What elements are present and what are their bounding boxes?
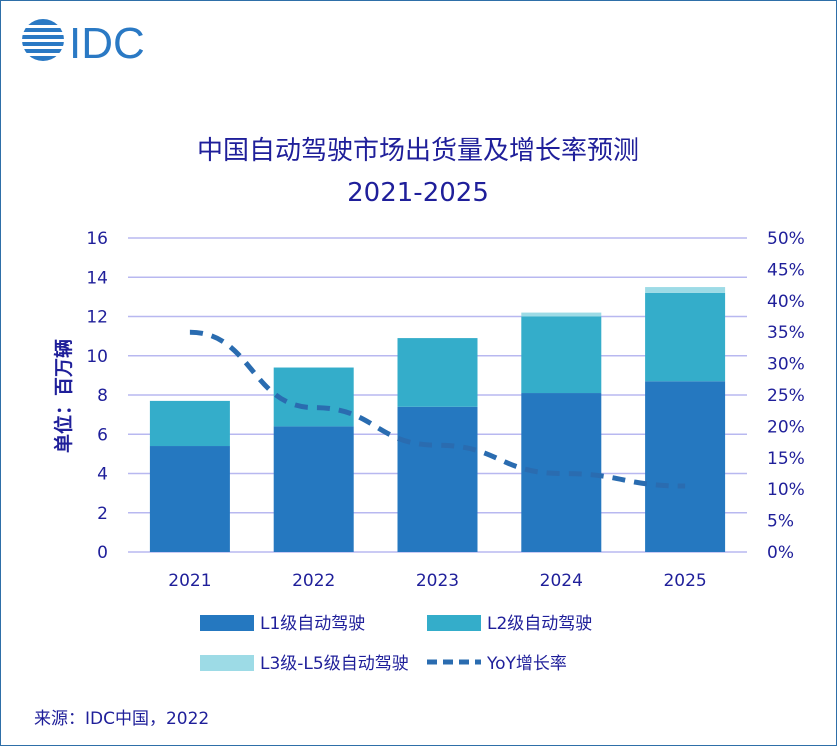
bar-segment [149, 446, 230, 552]
y-tick-label: 4 [97, 465, 108, 485]
y2-tick-label: 40% [767, 292, 805, 312]
x-tick-label: 2023 [416, 571, 459, 591]
y-tick-label: 10 [86, 347, 108, 367]
y2-tick-label: 20% [767, 417, 805, 437]
y2-tick-label: 10% [767, 480, 805, 500]
bars [149, 287, 726, 552]
y2-tick-label: 0% [767, 543, 794, 563]
chart-title: 中国自动驾驶市场出货量及增长率预测 [197, 136, 639, 166]
legend-swatch-l1 [200, 615, 254, 631]
y-tick-label: 0 [97, 543, 108, 563]
y-tick-label: 2 [97, 504, 108, 524]
bar-segment [397, 338, 478, 407]
y2-tick-label: 30% [767, 355, 805, 375]
chart-subtitle: 2021-2025 [347, 178, 489, 208]
y2-tick-label: 25% [767, 386, 805, 406]
legend-item-l3: L3级-L5级自动驾驶 [200, 654, 409, 674]
x-tick-label: 2022 [292, 571, 335, 591]
x-tick-label: 2021 [168, 571, 211, 591]
bar-segment [273, 367, 354, 427]
bar-segment [645, 381, 726, 552]
y-axis-left: 0 2 4 6 8 10 12 14 16 [86, 229, 108, 563]
legend-item-yoy: YoY增长率 [427, 654, 567, 674]
legend-label-l2: L2级自动驾驶 [487, 614, 592, 634]
globe-icon [21, 19, 65, 61]
legend-label-yoy: YoY增长率 [486, 654, 567, 674]
y-tick-label: 14 [86, 268, 108, 288]
bar-segment [273, 426, 354, 552]
bar-segment [645, 292, 726, 382]
legend-label-l1: L1级自动驾驶 [260, 614, 365, 634]
legend-item-l1: L1级自动驾驶 [200, 614, 365, 634]
bar-segment [645, 287, 726, 293]
bar-segment [521, 316, 602, 394]
logo-text: IDC [69, 19, 145, 65]
x-tick-label: 2024 [540, 571, 583, 591]
y-tick-label: 6 [97, 425, 108, 445]
y-axis-right: 0% 5% 10% 15% 20% 25% 30% 35% 40% 45% 50% [767, 229, 805, 563]
y2-tick-label: 45% [767, 260, 805, 280]
legend-swatch-l2 [427, 615, 481, 631]
idc-logo: IDC [21, 19, 145, 65]
bar-segment [397, 406, 478, 552]
source-note: 来源：IDC中国，2022 [34, 709, 209, 729]
y-axis-label: 单位：百万辆 [52, 339, 75, 453]
legend: L1级自动驾驶 L2级自动驾驶 L3级-L5级自动驾驶 YoY增长率 [200, 614, 592, 674]
y-tick-label: 16 [86, 229, 108, 249]
legend-swatch-l3 [200, 655, 254, 671]
x-tick-label: 2025 [663, 571, 706, 591]
bar-segment [521, 312, 602, 317]
y2-tick-label: 50% [767, 229, 805, 249]
legend-item-l2: L2级自动驾驶 [427, 614, 592, 634]
bar-segment [149, 400, 230, 447]
y2-tick-label: 5% [767, 512, 794, 532]
y2-tick-label: 35% [767, 323, 805, 343]
y-tick-label: 12 [86, 308, 108, 328]
y2-tick-label: 15% [767, 449, 805, 469]
yoy-line [189, 329, 686, 489]
x-axis: 2021 2022 2023 2024 2025 [168, 571, 706, 591]
legend-label-l3: L3级-L5级自动驾驶 [260, 654, 409, 674]
y-tick-label: 8 [97, 386, 108, 406]
